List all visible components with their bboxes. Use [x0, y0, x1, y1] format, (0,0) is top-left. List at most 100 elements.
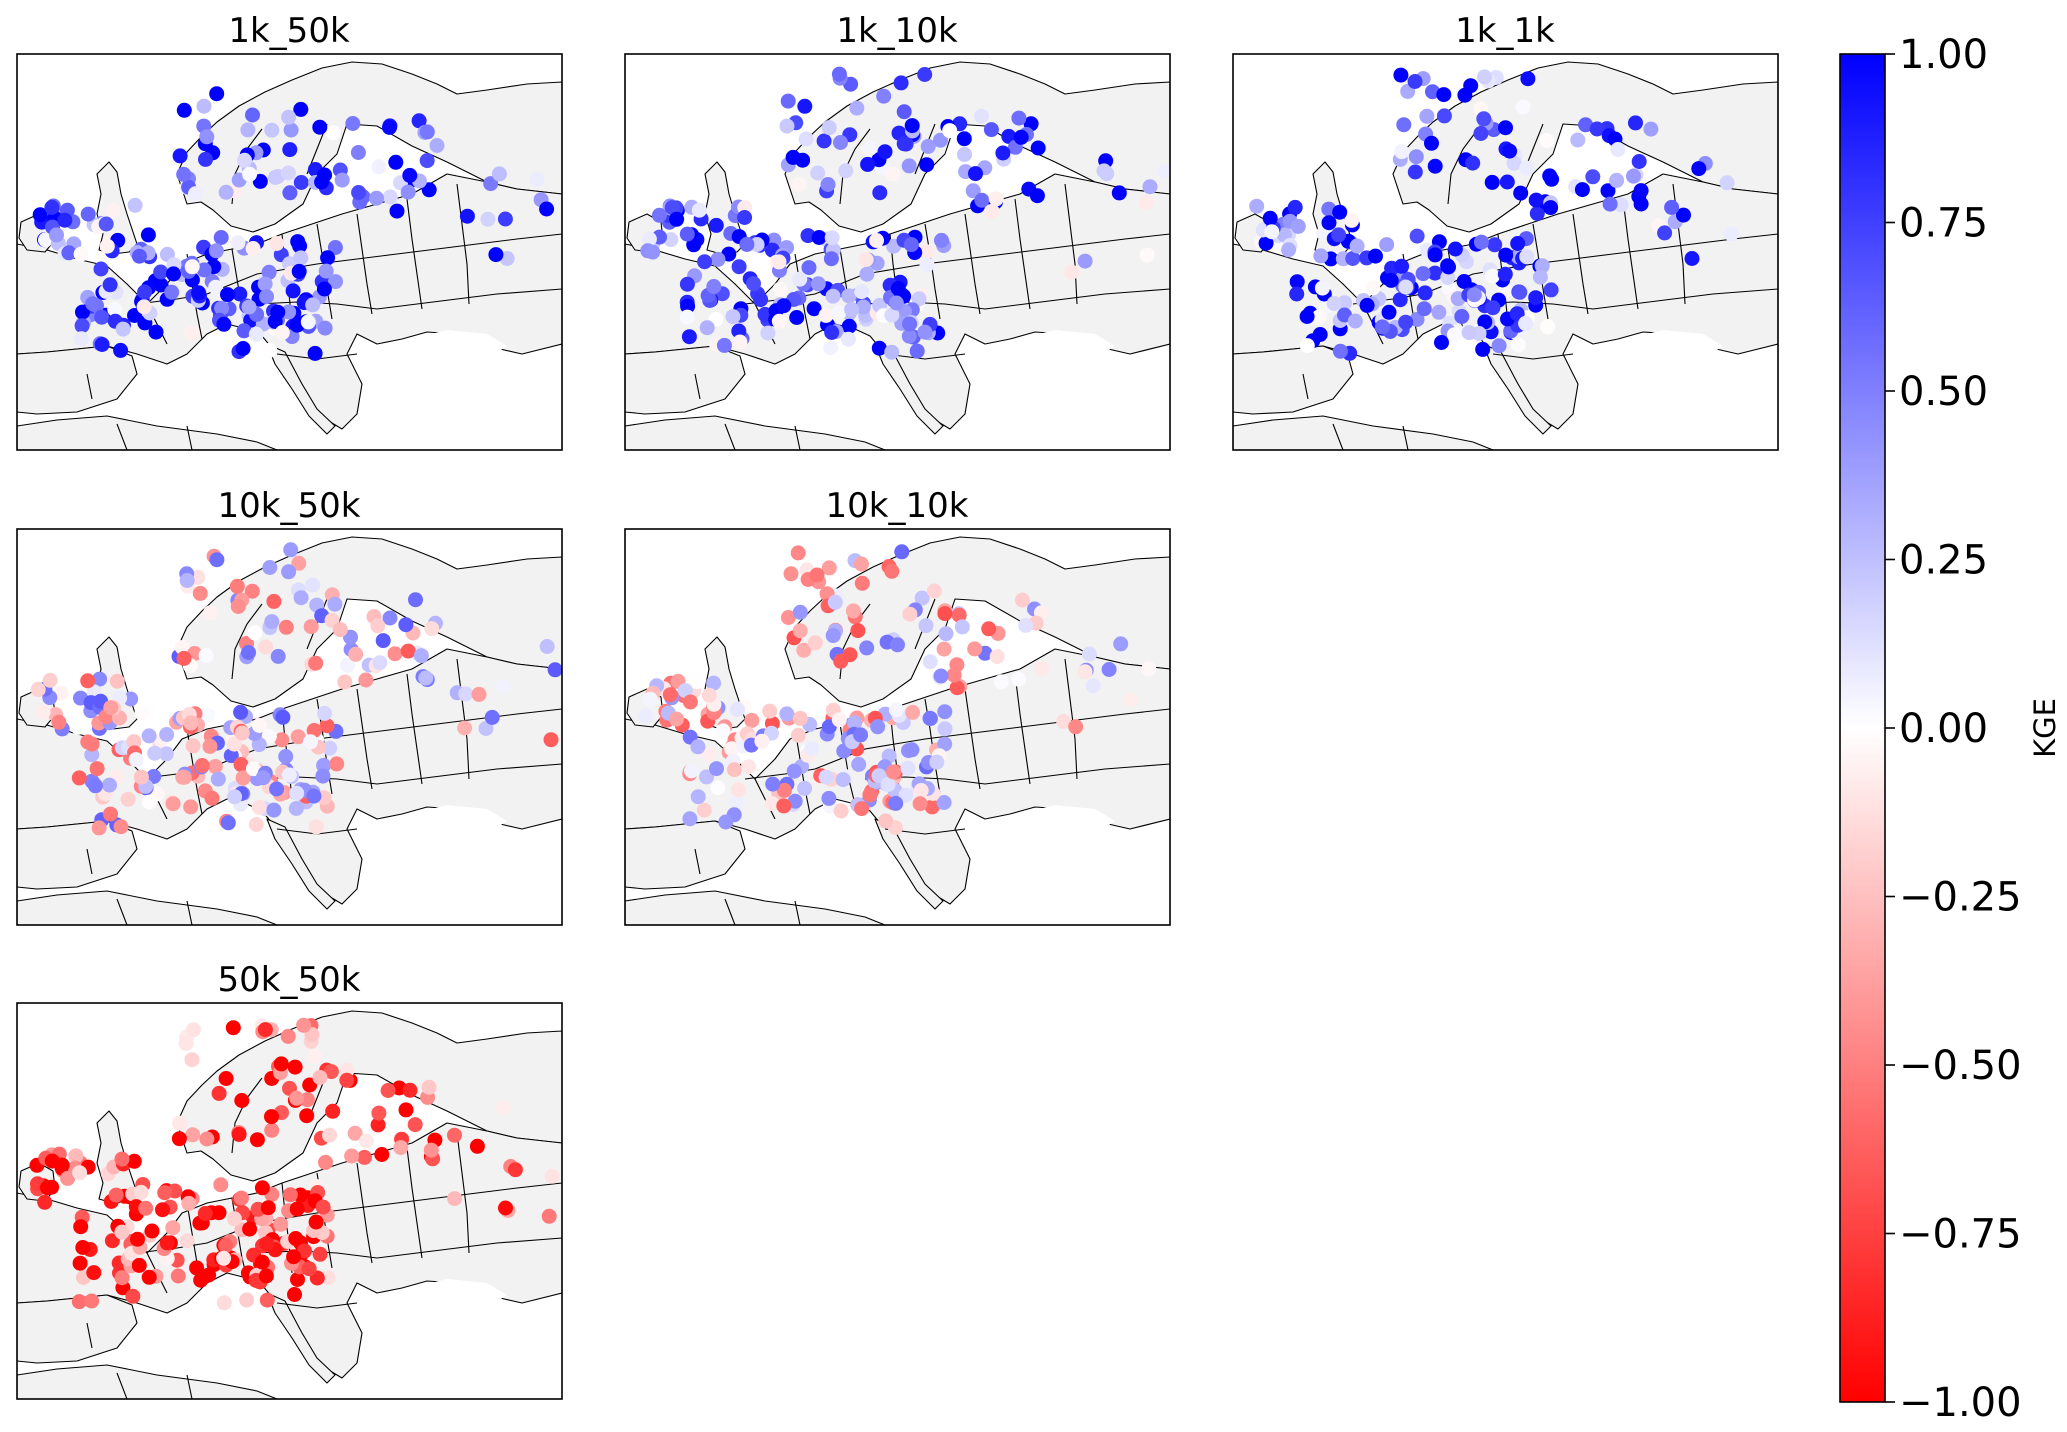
station-marker [44, 199, 60, 215]
station-marker [301, 1261, 317, 1277]
station-marker [1056, 714, 1072, 729]
station-marker [850, 623, 866, 639]
station-marker [1424, 135, 1439, 151]
station-marker [68, 1148, 84, 1164]
station-marker [1407, 164, 1423, 180]
colorbar-label: KGE [2028, 698, 2062, 758]
colorbar-tick-label: −0.50 [1899, 1043, 2022, 1089]
station-marker [981, 621, 997, 637]
station-marker [951, 607, 967, 623]
station-marker [75, 1240, 91, 1255]
station-marker [315, 1199, 331, 1215]
station-marker [126, 1153, 142, 1169]
station-marker [862, 140, 878, 156]
station-marker [37, 1194, 53, 1210]
station-marker [1299, 309, 1315, 324]
station-marker [913, 783, 929, 798]
station-marker [496, 679, 512, 695]
station-marker [113, 342, 129, 358]
station-marker [1532, 269, 1548, 285]
station-marker [1657, 225, 1673, 241]
station-marker [811, 230, 827, 245]
station-marker [231, 1126, 247, 1142]
station-marker [929, 754, 945, 770]
station-marker [216, 1250, 232, 1266]
station-marker [114, 1270, 130, 1286]
station-marker [159, 727, 175, 742]
station-marker [1347, 313, 1363, 329]
station-marker [810, 276, 826, 292]
station-marker [94, 309, 110, 325]
station-marker [236, 323, 252, 339]
station-marker [900, 760, 916, 776]
station-marker [325, 125, 341, 141]
station-marker [729, 795, 745, 810]
station-marker [153, 264, 169, 280]
station-marker [421, 182, 437, 198]
station-marker [423, 1142, 439, 1158]
station-marker [296, 1017, 312, 1033]
station-marker [841, 288, 857, 304]
station-marker [345, 116, 361, 131]
station-marker [547, 662, 562, 678]
station-marker [226, 736, 242, 752]
station-marker [323, 1064, 339, 1080]
station-marker [821, 120, 837, 136]
station-marker [796, 642, 812, 658]
station-marker [225, 1020, 241, 1036]
station-marker [1509, 306, 1525, 322]
colorbar-tick-label: 1.00 [1899, 32, 1988, 78]
station-marker [1446, 327, 1462, 343]
map-frame [1232, 53, 1779, 451]
station-marker [699, 320, 715, 336]
station-marker [662, 687, 678, 703]
station-marker [904, 742, 920, 758]
station-marker [726, 762, 742, 778]
station-marker [911, 291, 927, 307]
station-marker [293, 175, 309, 190]
station-marker [741, 759, 757, 775]
station-marker [374, 1147, 390, 1162]
station-marker [127, 197, 143, 213]
colorbar-tick-label: −0.25 [1899, 875, 2022, 921]
station-marker [724, 741, 740, 757]
station-marker [884, 344, 900, 360]
station-marker [1394, 258, 1410, 274]
station-marker [862, 787, 878, 803]
station-marker [185, 738, 201, 754]
station-marker [80, 673, 96, 689]
station-marker [269, 236, 285, 251]
station-marker [147, 745, 163, 761]
station-marker [258, 1268, 274, 1284]
station-marker [86, 1265, 102, 1281]
station-marker [242, 1221, 258, 1237]
station-marker [220, 815, 236, 831]
station-marker [870, 719, 886, 735]
colorbar-tick-label: 0.00 [1899, 706, 1988, 752]
station-marker [1139, 247, 1155, 263]
station-marker [257, 1022, 273, 1038]
station-marker [690, 739, 706, 755]
station-marker [824, 324, 840, 340]
station-marker [792, 271, 808, 287]
station-marker [184, 325, 200, 341]
station-marker [1684, 251, 1700, 266]
station-marker [196, 98, 212, 114]
station-marker [278, 619, 294, 635]
station-marker [92, 671, 108, 687]
station-marker [188, 186, 203, 202]
station-marker [255, 770, 271, 786]
station-marker [783, 566, 799, 582]
station-marker [1512, 284, 1528, 300]
colorbar-ticks: 1.00 0.75 0.50 0.25 0.00 −0.25 −0.50 −0.75 −1.00 [1885, 32, 2022, 1426]
station-marker [779, 706, 795, 722]
station-marker [790, 727, 806, 743]
station-marker [244, 583, 260, 599]
station-marker [208, 279, 224, 295]
station-marker [902, 316, 918, 332]
station-marker [917, 324, 933, 340]
station-marker [194, 758, 210, 773]
station-marker [1326, 296, 1342, 311]
station-marker [878, 813, 894, 829]
